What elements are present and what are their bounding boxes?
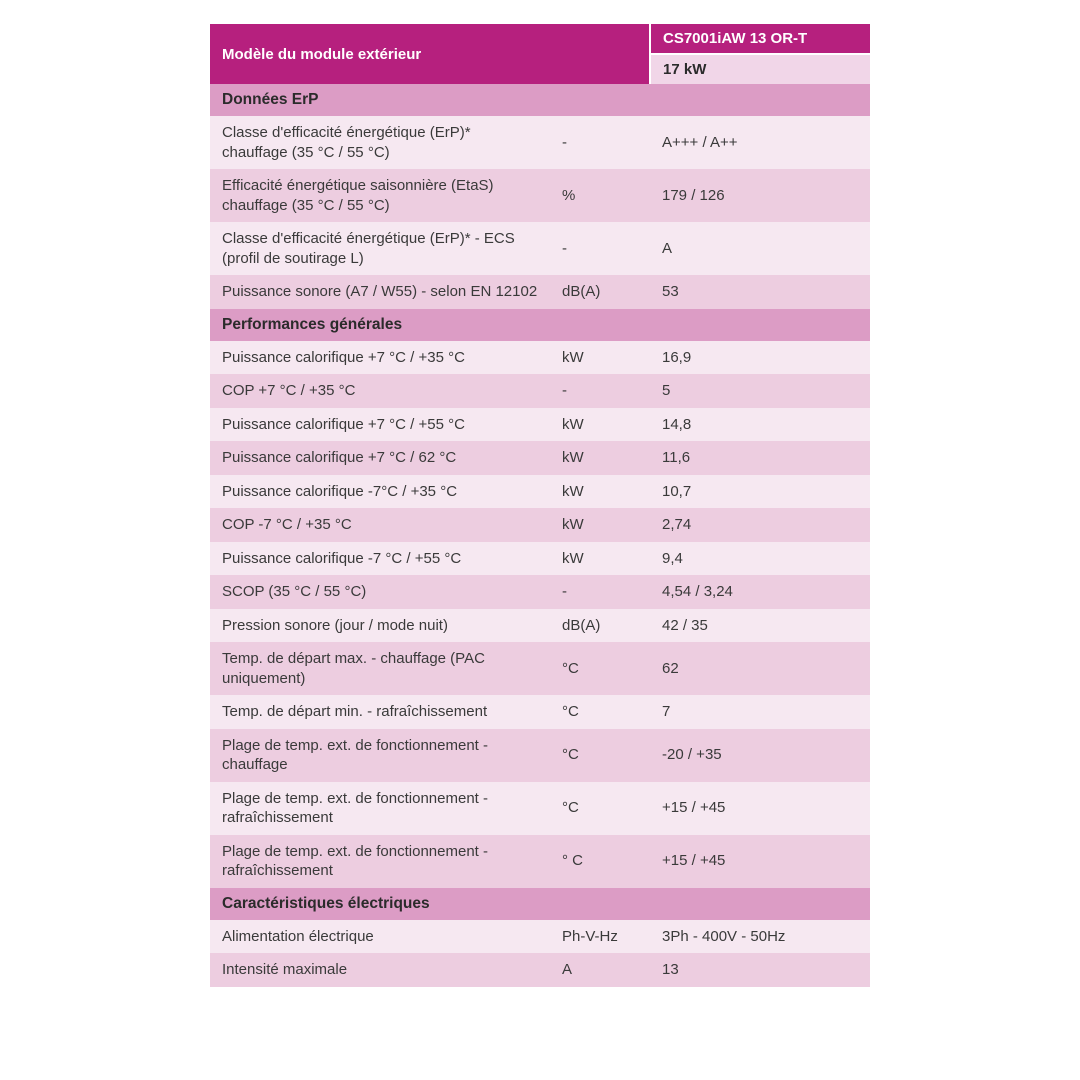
spec-table: Modèle du module extérieur CS7001iAW 13 … [210,24,870,987]
row-value: 16,9 [650,341,870,375]
header-power: 17 kW [650,54,870,84]
row-unit: - [550,116,650,169]
row-value: 53 [650,275,870,309]
row-label: COP -7 °C / +35 °C [210,508,550,542]
table-row: Plage de temp. ext. de fonctionnement - … [210,782,870,835]
row-label: Puissance calorifique +7 °C / +55 °C [210,408,550,442]
row-unit: ° C [550,835,650,888]
row-label: Puissance calorifique +7 °C / 62 °C [210,441,550,475]
row-unit: °C [550,729,650,782]
table-row: Puissance calorifique -7 °C / +55 °CkW9,… [210,542,870,576]
row-value: 10,7 [650,475,870,509]
row-label: Temp. de départ min. - rafraîchissement [210,695,550,729]
row-label: SCOP (35 °C / 55 °C) [210,575,550,609]
row-unit: dB(A) [550,275,650,309]
section-title: Caractéristiques électriques [210,888,870,920]
section-header: Données ErP [210,84,870,116]
table-row: Temp. de départ min. - rafraîchissement°… [210,695,870,729]
row-value: 14,8 [650,408,870,442]
header-title: Modèle du module extérieur [210,24,650,84]
row-unit: A [550,953,650,987]
row-value: 42 / 35 [650,609,870,643]
row-value: 2,74 [650,508,870,542]
row-label: Pression sonore (jour / mode nuit) [210,609,550,643]
row-unit: Ph-V-Hz [550,920,650,954]
table-row: Puissance calorifique +7 °C / 62 °CkW11,… [210,441,870,475]
row-unit: °C [550,782,650,835]
row-value: +15 / +45 [650,835,870,888]
row-unit: kW [550,408,650,442]
table-row: Temp. de départ max. - chauffage (PAC un… [210,642,870,695]
table-row: Classe d'efficacité énergétique (ErP)* c… [210,116,870,169]
page-canvas: Modèle du module extérieur CS7001iAW 13 … [0,0,1080,1080]
row-unit: kW [550,441,650,475]
table-row: Puissance calorifique +7 °C / +55 °CkW14… [210,408,870,442]
row-value: -20 / +35 [650,729,870,782]
header-model: CS7001iAW 13 OR-T [650,24,870,54]
row-label: Puissance sonore (A7 / W55) - selon EN 1… [210,275,550,309]
section-header: Performances générales [210,309,870,341]
row-value: 7 [650,695,870,729]
table-row: Intensité maximaleA13 [210,953,870,987]
row-value: 9,4 [650,542,870,576]
row-label: Puissance calorifique +7 °C / +35 °C [210,341,550,375]
row-unit: - [550,222,650,275]
row-label: Intensité maximale [210,953,550,987]
table-row: Puissance calorifique +7 °C / +35 °CkW16… [210,341,870,375]
row-value: 179 / 126 [650,169,870,222]
table-row: Classe d'efficacité énergétique (ErP)* -… [210,222,870,275]
row-label: Efficacité énergétique saisonnière (EtaS… [210,169,550,222]
table-row: Puissance calorifique -7°C / +35 °CkW10,… [210,475,870,509]
table-row: COP -7 °C / +35 °CkW2,74 [210,508,870,542]
table-row: Plage de temp. ext. de fonctionnement - … [210,729,870,782]
row-label: Puissance calorifique -7°C / +35 °C [210,475,550,509]
row-label: Plage de temp. ext. de fonctionnement - … [210,729,550,782]
row-value: 62 [650,642,870,695]
row-unit: kW [550,475,650,509]
row-value: A+++ / A++ [650,116,870,169]
row-unit: °C [550,695,650,729]
table-row: Plage de temp. ext. de fonctionnement - … [210,835,870,888]
row-label: Classe d'efficacité énergétique (ErP)* c… [210,116,550,169]
row-value: A [650,222,870,275]
row-unit: - [550,374,650,408]
row-unit: dB(A) [550,609,650,643]
row-unit: °C [550,642,650,695]
spec-table-body: Modèle du module extérieur CS7001iAW 13 … [210,24,870,987]
section-title: Performances générales [210,309,870,341]
table-row: Pression sonore (jour / mode nuit)dB(A)4… [210,609,870,643]
row-unit: - [550,575,650,609]
row-value: +15 / +45 [650,782,870,835]
row-value: 3Ph - 400V - 50Hz [650,920,870,954]
table-row: COP +7 °C / +35 °C-5 [210,374,870,408]
row-label: COP +7 °C / +35 °C [210,374,550,408]
row-label: Plage de temp. ext. de fonctionnement - … [210,782,550,835]
table-row: Efficacité énergétique saisonnière (EtaS… [210,169,870,222]
row-value: 13 [650,953,870,987]
row-label: Plage de temp. ext. de fonctionnement - … [210,835,550,888]
header-row-1: Modèle du module extérieur CS7001iAW 13 … [210,24,870,54]
row-value: 5 [650,374,870,408]
row-label: Classe d'efficacité énergétique (ErP)* -… [210,222,550,275]
table-row: Puissance sonore (A7 / W55) - selon EN 1… [210,275,870,309]
section-title: Données ErP [210,84,870,116]
row-unit: kW [550,508,650,542]
row-label: Alimentation électrique [210,920,550,954]
table-row: SCOP (35 °C / 55 °C)-4,54 / 3,24 [210,575,870,609]
row-unit: kW [550,542,650,576]
table-row: Alimentation électriquePh-V-Hz3Ph - 400V… [210,920,870,954]
row-value: 11,6 [650,441,870,475]
row-label: Temp. de départ max. - chauffage (PAC un… [210,642,550,695]
row-value: 4,54 / 3,24 [650,575,870,609]
row-unit: kW [550,341,650,375]
section-header: Caractéristiques électriques [210,888,870,920]
row-label: Puissance calorifique -7 °C / +55 °C [210,542,550,576]
row-unit: % [550,169,650,222]
